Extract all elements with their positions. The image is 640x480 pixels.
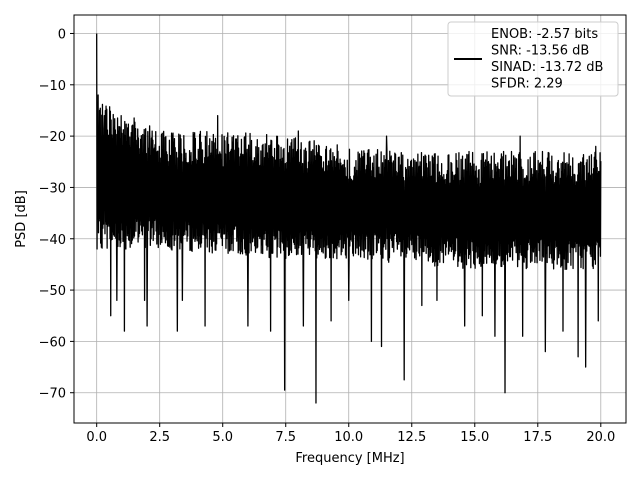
x-tick-label: 20.0 <box>586 430 615 445</box>
x-tick-label: 15.0 <box>460 430 489 445</box>
legend-line-snr: SNR: -13.56 dB <box>491 44 589 59</box>
y-tick-label: −10 <box>39 79 66 94</box>
x-axis-label: Frequency [MHz] <box>295 451 404 466</box>
y-tick-label: −50 <box>39 284 66 299</box>
legend-line-sfdr: SFDR: 2.29 <box>491 77 563 92</box>
x-tick-label: 2.5 <box>149 430 170 445</box>
y-tick-label: −30 <box>39 181 66 196</box>
y-tick-label: −60 <box>39 335 66 350</box>
legend: ENOB: -2.57 bits SNR: -13.56 dB SINAD: -… <box>447 21 619 97</box>
x-tick-label: 0.0 <box>86 430 107 445</box>
legend-line-enob: ENOB: -2.57 bits <box>491 27 598 42</box>
series-layer <box>96 33 602 404</box>
legend-line-sinad: SINAD: -13.72 dB <box>491 60 603 75</box>
y-tick-label: −20 <box>39 130 66 145</box>
axes-frame <box>73 14 627 424</box>
y-axis-ticks: 0 −10 −20 −30 −40 −50 −60 −70 <box>39 27 74 402</box>
x-tick-label: 17.5 <box>523 430 552 445</box>
x-tick-label: 10.0 <box>334 430 363 445</box>
psd-series-line <box>96 33 602 404</box>
x-axis-ticks: 0.0 2.5 5.0 7.5 10.0 12.5 15.0 17.5 20.0 <box>86 423 615 445</box>
y-tick-label: −70 <box>39 387 66 402</box>
y-axis-label: PSD [dB] <box>14 190 29 248</box>
y-tick-label: −40 <box>39 233 66 248</box>
legend-box <box>447 21 619 97</box>
x-tick-label: 7.5 <box>275 430 296 445</box>
x-tick-label: 5.0 <box>212 430 233 445</box>
y-tick-label: 0 <box>58 27 66 42</box>
x-tick-label: 12.5 <box>397 430 426 445</box>
